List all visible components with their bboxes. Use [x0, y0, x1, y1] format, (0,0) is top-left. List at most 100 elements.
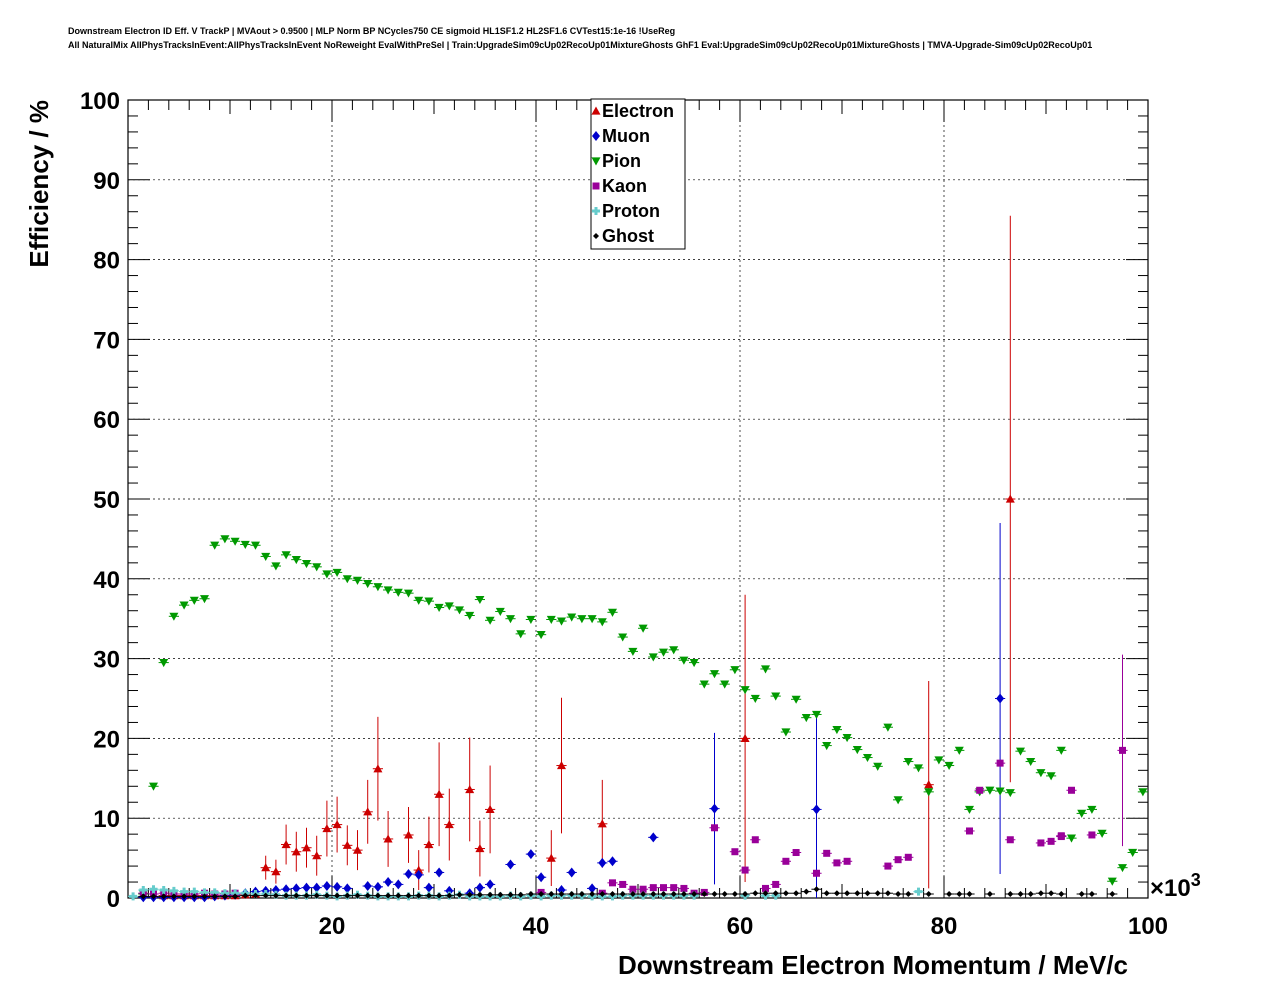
data-point — [261, 863, 271, 872]
data-point — [567, 867, 576, 878]
data-point — [425, 892, 432, 899]
data-point — [772, 890, 779, 897]
data-point — [252, 892, 259, 899]
data-point — [169, 886, 178, 895]
data-point — [414, 865, 424, 874]
header-line-1: Downstream Electron ID Eff. V TrackP | M… — [68, 26, 676, 36]
data-point — [557, 617, 566, 626]
data-point — [1006, 836, 1014, 844]
data-point — [220, 889, 229, 898]
data-point — [813, 886, 820, 893]
data-point — [373, 881, 382, 892]
data-point — [711, 891, 718, 898]
data-point — [699, 680, 709, 689]
data-point — [740, 686, 750, 695]
legend-item-pion: Pion — [591, 151, 641, 171]
data-point — [159, 886, 168, 895]
data-point — [240, 540, 250, 549]
data-point — [169, 612, 179, 621]
data-point — [342, 840, 352, 849]
data-point — [159, 658, 169, 668]
data-point — [995, 787, 1005, 796]
data-point — [322, 881, 331, 892]
data-point — [1128, 848, 1138, 858]
data-point — [283, 892, 290, 899]
data-point — [435, 867, 444, 878]
legend-label: Electron — [602, 101, 674, 121]
data-point — [506, 859, 515, 870]
data-point — [1058, 891, 1065, 898]
data-point — [475, 882, 484, 893]
data-point — [456, 891, 463, 898]
data-point — [415, 892, 422, 899]
data-point — [629, 891, 636, 898]
data-point — [954, 746, 964, 755]
data-point — [201, 893, 208, 900]
data-point — [648, 653, 658, 662]
data-point — [302, 560, 311, 569]
y-tick-label: 10 — [93, 806, 120, 833]
legend-label: Pion — [602, 151, 641, 171]
data-point — [996, 759, 1004, 767]
data-point — [598, 857, 607, 868]
data-point — [592, 207, 600, 215]
data-point — [649, 884, 657, 892]
data-point — [863, 753, 872, 763]
data-point — [1107, 877, 1117, 886]
data-point — [354, 892, 361, 899]
x-tick-label: 80 — [931, 913, 958, 940]
data-point — [139, 886, 148, 895]
data-point — [383, 834, 393, 843]
y-tick-label: 50 — [93, 487, 120, 514]
data-point — [1056, 746, 1066, 755]
data-point — [679, 656, 689, 665]
data-point — [374, 892, 381, 899]
data-point — [344, 892, 351, 899]
data-point — [752, 890, 759, 897]
data-point — [1016, 747, 1025, 756]
legend-label: Ghost — [602, 226, 654, 246]
data-point — [1078, 891, 1085, 898]
data-point — [323, 892, 330, 899]
data-point — [843, 857, 851, 865]
data-point — [210, 541, 220, 550]
data-point — [691, 891, 698, 898]
data-point — [711, 824, 718, 832]
legend-item-kaon: Kaon — [592, 176, 647, 196]
data-point — [1077, 809, 1087, 818]
series-pion — [138, 535, 1148, 899]
data-point — [363, 881, 372, 892]
data-point — [1007, 891, 1014, 898]
x-tick-label: 100 — [1128, 913, 1168, 940]
data-point — [191, 893, 198, 900]
series-muon — [138, 522, 1006, 903]
data-point — [537, 872, 546, 883]
data-point — [741, 866, 749, 874]
data-point — [424, 882, 433, 893]
data-point — [557, 885, 566, 896]
data-point — [750, 694, 760, 703]
data-point — [833, 890, 840, 897]
data-point — [444, 820, 454, 829]
data-point — [638, 624, 648, 633]
data-point — [373, 764, 383, 773]
data-point — [129, 892, 138, 901]
data-point — [609, 879, 616, 887]
data-point — [577, 615, 587, 624]
data-point — [720, 680, 730, 689]
data-point — [445, 885, 454, 896]
data-point — [944, 761, 954, 771]
data-point — [1067, 834, 1076, 843]
y-tick-label: 100 — [80, 88, 120, 115]
series-ghost — [138, 886, 1118, 900]
data-point — [465, 784, 475, 794]
data-point — [395, 892, 402, 899]
data-point — [312, 882, 321, 893]
data-point — [782, 857, 790, 865]
data-point — [894, 856, 902, 864]
data-point — [772, 880, 780, 888]
data-point — [405, 892, 412, 899]
data-point — [261, 552, 271, 561]
data-point — [1057, 833, 1065, 841]
y-tick-label: 30 — [93, 647, 120, 674]
